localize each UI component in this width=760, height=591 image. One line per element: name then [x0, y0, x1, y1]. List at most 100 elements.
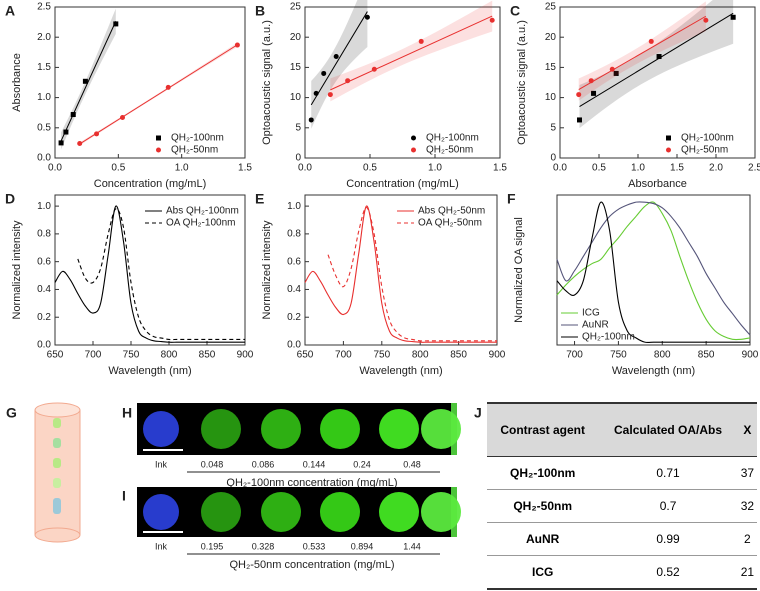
y-tick-label: 5 — [550, 122, 556, 133]
point — [63, 129, 69, 135]
y-axis-title: Optoacoustic signal (a.u.) — [516, 20, 528, 145]
header-row: Contrast agent Calculated OA/Abs X — [487, 402, 757, 457]
point — [588, 78, 594, 84]
table-row: QH₂-50nm 0.7 32 — [487, 489, 757, 523]
table-cell: 21 — [737, 555, 757, 590]
line — [327, 206, 497, 342]
table-cell: 37 — [737, 456, 757, 490]
sample — [53, 438, 61, 448]
y-tick-label: 0.5 — [37, 122, 51, 133]
plot-frame — [304, 6, 501, 159]
x-tick-label: 0.0 — [48, 163, 62, 174]
legend-label: AuNR — [582, 320, 609, 331]
point — [82, 78, 88, 84]
point — [609, 66, 615, 72]
table-cell: QH₂-100nm — [487, 456, 599, 490]
legend-label: QH₂-100nm — [681, 133, 734, 144]
point — [77, 141, 83, 147]
y-tick-label: 1.0 — [37, 92, 51, 103]
line — [304, 205, 497, 343]
fit-line — [578, 15, 707, 91]
x-tick-label: 2.5 — [748, 163, 760, 174]
sample-label: 0.894 — [351, 541, 374, 551]
x-tick-label: 900 — [742, 350, 759, 361]
fit-line — [579, 12, 734, 107]
legend-label: QH₂-100nm — [426, 133, 479, 144]
line — [77, 208, 245, 341]
point — [613, 70, 619, 76]
legend-label: Abs QH₂-50nm — [418, 206, 485, 217]
x-axis-title: Concentration (mg/mL) — [94, 178, 207, 190]
table-cell: 32 — [737, 489, 757, 523]
x-tick-label: 0.5 — [363, 163, 377, 174]
y-axis-title: Normalized intensity — [261, 220, 273, 320]
panel-label: E — [255, 191, 264, 207]
confidence-band — [330, 0, 493, 102]
x-tick-label: 2.0 — [709, 163, 723, 174]
sample-label: 0.144 — [303, 459, 326, 469]
sample-label: 1.44 — [403, 541, 421, 551]
legend-marker — [156, 147, 161, 153]
plot-frame — [559, 6, 756, 159]
plot-layer — [58, 8, 240, 150]
sample-spot — [379, 409, 419, 449]
y-tick-label: 0.6 — [287, 256, 301, 267]
y-tick-label: 10 — [290, 92, 302, 103]
x-tick-label: 750 — [610, 350, 627, 361]
x-tick-label: 850 — [450, 350, 467, 361]
x-tick-label: 850 — [199, 350, 216, 361]
x-tick-label: 1.5 — [238, 163, 252, 174]
x-tick-label: 800 — [161, 350, 178, 361]
legend-label: QH₂-50nm — [681, 145, 728, 156]
panel-label: G — [6, 405, 17, 421]
sample-label: 0.533 — [303, 541, 326, 551]
point — [113, 21, 119, 27]
tube — [34, 409, 81, 536]
y-tick-label: 0.2 — [287, 312, 301, 323]
y-tick-label: 0.0 — [37, 153, 51, 164]
y-tick-label: 20 — [290, 32, 302, 43]
point — [730, 14, 736, 20]
x-tick-label: 0.0 — [553, 163, 567, 174]
point — [234, 42, 240, 48]
legend-label: QH₂-100nm — [171, 133, 224, 144]
point — [489, 17, 495, 23]
y-tick-label: 20 — [545, 32, 557, 43]
x-tick-label: 700 — [335, 350, 352, 361]
plot-layer — [54, 205, 245, 343]
table-row: AuNR 0.99 2 — [487, 522, 757, 556]
plot-layer — [576, 0, 736, 129]
point — [308, 117, 314, 123]
legend-label: OA QH₂-50nm — [418, 218, 482, 229]
sample-spot — [320, 492, 360, 532]
panel-label: H — [122, 405, 132, 421]
table-cell: 0.7 — [598, 489, 738, 523]
point — [321, 70, 327, 76]
fit-line — [79, 44, 238, 145]
y-tick-label: 1.0 — [37, 201, 51, 212]
confidence-band — [61, 8, 116, 150]
sample-spot — [201, 492, 241, 532]
y-tick-label: 0 — [550, 153, 556, 164]
plot-frame — [54, 194, 246, 346]
x-tick-label: 1.5 — [670, 163, 684, 174]
table-cell: QH₂-50nm — [487, 489, 599, 523]
y-tick-label: 0.0 — [37, 340, 51, 351]
x-axis-title: Wavelength (nm) — [108, 365, 191, 377]
sample — [53, 418, 61, 428]
legend-label: QH₂-50nm — [426, 145, 473, 156]
header-cell: X — [737, 402, 757, 457]
y-tick-label: 0.4 — [37, 284, 51, 295]
point — [418, 38, 424, 44]
point — [364, 14, 370, 20]
x-tick-label: 900 — [489, 350, 506, 361]
point — [703, 17, 709, 23]
table-cell: 0.52 — [598, 555, 738, 590]
point — [70, 112, 76, 118]
x-tick-label: 750 — [373, 350, 390, 361]
sample-spot — [421, 492, 461, 532]
x-tick-label: 0.5 — [592, 163, 606, 174]
panel-label: D — [5, 191, 15, 207]
panel-label: A — [5, 3, 15, 19]
